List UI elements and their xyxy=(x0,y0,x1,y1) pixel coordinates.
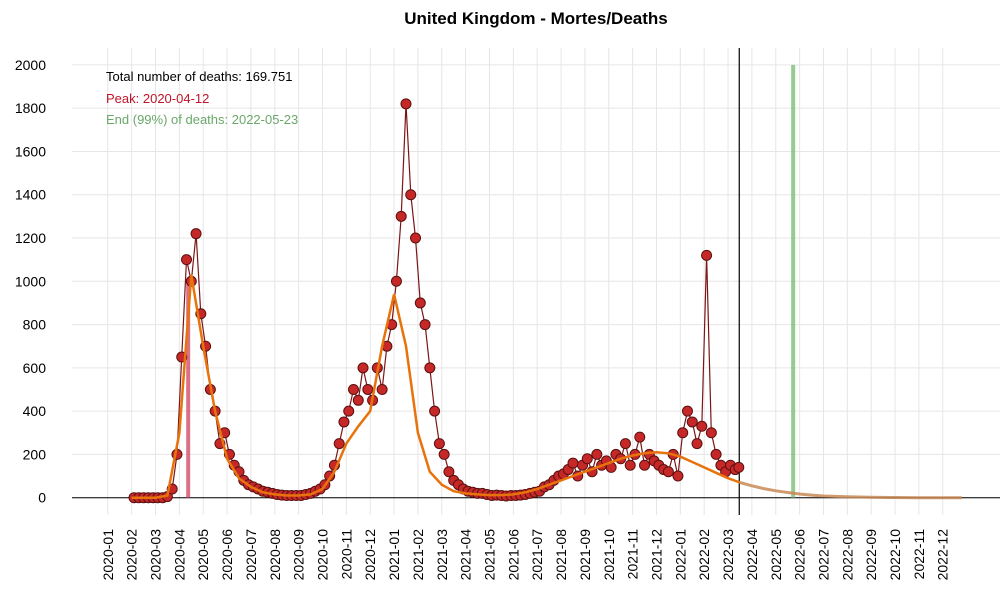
death-point xyxy=(619,438,631,450)
forecast-line xyxy=(739,481,962,500)
x-tick-label: 2020-01 xyxy=(100,529,116,581)
death-point xyxy=(429,405,441,417)
x-tick-label: 2021-03 xyxy=(434,529,450,581)
x-tick-label: 2020-12 xyxy=(362,529,378,581)
x-tick-label: 2021-08 xyxy=(553,529,569,581)
y-tick-label: 1000 xyxy=(15,273,46,289)
death-point xyxy=(400,98,412,110)
x-tick-label: 2020-04 xyxy=(171,529,187,581)
death-point xyxy=(677,427,689,439)
x-tick-label: 2020-09 xyxy=(291,529,307,581)
death-point xyxy=(634,431,646,443)
death-point xyxy=(443,466,455,478)
x-tick-label: 2021-05 xyxy=(481,529,497,581)
x-tick-label: 2022-07 xyxy=(815,529,831,581)
x-tick-label: 2022-11 xyxy=(911,529,927,580)
x-tick-label: 2022-09 xyxy=(863,529,879,581)
x-tick-label: 2021-10 xyxy=(601,529,617,581)
y-tick-label: 800 xyxy=(23,317,47,333)
x-tick-label: 2020-07 xyxy=(243,529,259,581)
x-tick-label: 2021-09 xyxy=(577,529,593,581)
x-tick-label: 2021-01 xyxy=(386,529,402,581)
x-tick-label: 2021-04 xyxy=(458,529,474,581)
x-tick-label: 2022-05 xyxy=(768,529,784,581)
x-tick-label: 2021-12 xyxy=(648,529,664,581)
death-point xyxy=(733,461,745,473)
death-point xyxy=(181,254,193,266)
death-point xyxy=(190,228,202,240)
y-tick-label: 400 xyxy=(23,403,47,419)
death-point xyxy=(390,275,402,287)
death-point xyxy=(352,394,364,406)
death-point xyxy=(662,466,674,478)
chart-title: United Kingdom - Mortes/Deaths xyxy=(404,9,668,28)
death-point xyxy=(357,362,369,374)
peak-note: Peak: 2020-04-12 xyxy=(106,91,209,106)
deaths-line xyxy=(134,103,740,499)
death-point xyxy=(672,470,684,482)
death-point xyxy=(701,249,713,261)
x-tick-label: 2022-01 xyxy=(672,529,688,581)
death-point xyxy=(395,210,407,222)
x-tick-label: 2022-06 xyxy=(792,529,808,581)
death-point xyxy=(696,420,708,432)
death-point xyxy=(414,297,426,309)
y-tick-label: 600 xyxy=(23,360,47,376)
y-tick-label: 1200 xyxy=(15,230,46,246)
death-point xyxy=(338,416,350,428)
death-point xyxy=(433,438,445,450)
death-point xyxy=(410,232,422,244)
death-point xyxy=(567,457,579,469)
death-point xyxy=(591,448,603,460)
x-tick-label: 2022-03 xyxy=(720,529,736,581)
y-tick-label: 1400 xyxy=(15,187,46,203)
x-tick-label: 2021-06 xyxy=(505,529,521,581)
death-point xyxy=(424,362,436,374)
death-point xyxy=(419,319,431,331)
x-tick-label: 2020-08 xyxy=(267,529,283,581)
death-point xyxy=(624,459,636,471)
death-point xyxy=(343,405,355,417)
x-tick-label: 2020-05 xyxy=(195,529,211,581)
y-tick-label: 200 xyxy=(23,446,47,462)
death-point xyxy=(348,383,360,395)
death-point xyxy=(639,459,651,471)
death-point xyxy=(333,438,345,450)
y-tick-label: 1800 xyxy=(15,100,46,116)
x-tick-label: 2022-08 xyxy=(839,529,855,581)
x-tick-label: 2021-02 xyxy=(410,529,426,581)
fit-line xyxy=(131,274,741,499)
death-point xyxy=(681,405,693,417)
death-point xyxy=(705,427,717,439)
x-tick-label: 2022-12 xyxy=(935,529,951,581)
x-tick-label: 2022-04 xyxy=(744,529,760,581)
y-tick-label: 1600 xyxy=(15,143,46,159)
death-point xyxy=(438,448,450,460)
x-tick-label: 2022-10 xyxy=(887,529,903,581)
x-tick-label: 2020-11 xyxy=(338,529,354,580)
total-note: Total number of deaths: 169.751 xyxy=(106,69,292,84)
x-tick-label: 2020-02 xyxy=(124,529,140,581)
x-tick-label: 2022-02 xyxy=(696,529,712,581)
death-point xyxy=(710,448,722,460)
death-point xyxy=(581,453,593,465)
y-tick-label: 0 xyxy=(38,490,46,506)
death-point xyxy=(691,438,703,450)
death-point xyxy=(686,416,698,428)
x-tick-label: 2020-06 xyxy=(219,529,235,581)
x-tick-label: 2021-11 xyxy=(625,529,641,580)
x-tick-label: 2020-10 xyxy=(314,529,330,581)
death-point xyxy=(376,383,388,395)
x-tick-label: 2020-03 xyxy=(147,529,163,581)
end-note: End (99%) of deaths: 2022-05-23 xyxy=(106,112,298,127)
death-point xyxy=(362,383,374,395)
x-tick-label: 2021-07 xyxy=(529,529,545,581)
death-point xyxy=(405,189,417,201)
y-tick-label: 2000 xyxy=(15,57,46,73)
